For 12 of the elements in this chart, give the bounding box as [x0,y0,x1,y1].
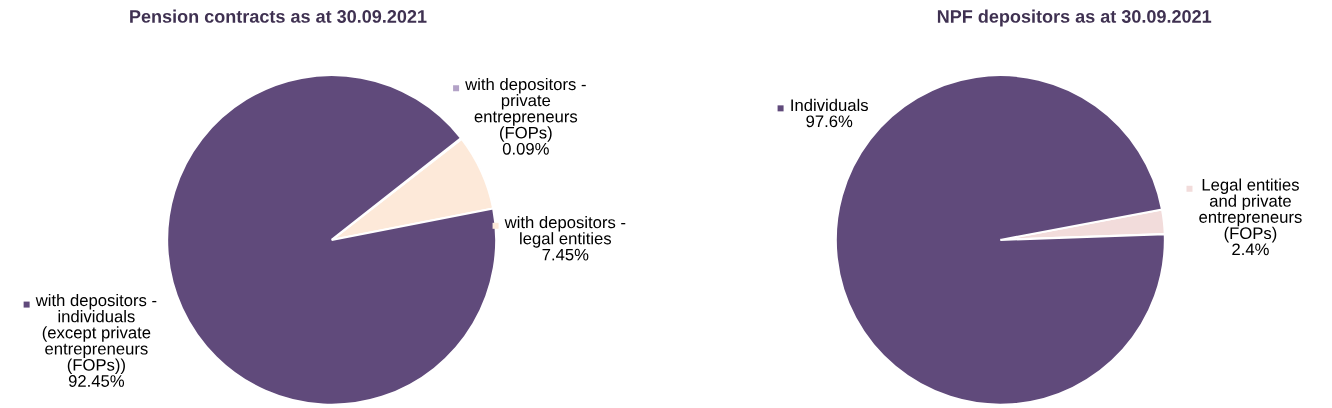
legend-label: with depositors - individuals (except private entrepreneurs (FOPs)) [35,293,157,375]
legend-label: Individuals [791,98,868,112]
legend-label: with depositors - legal entities [504,216,626,248]
data-label: 7.45% [542,248,589,261]
data-label: 92.45% [68,375,125,387]
chart-title: NPF depositors as at 30.09.2021 [937,9,1212,27]
data-label: 0.09% [502,142,549,155]
legend-label: Legal entities and private entrepreneurs (FOPs) [1199,178,1302,243]
data-label: 2.4% [1232,243,1269,256]
chart-title: Pension contracts as at 30.09.2021 [130,9,427,23]
data-label: 97.6% [806,115,853,128]
legend-label: with depositors - private entrepreneurs (FOPs) [465,77,586,142]
